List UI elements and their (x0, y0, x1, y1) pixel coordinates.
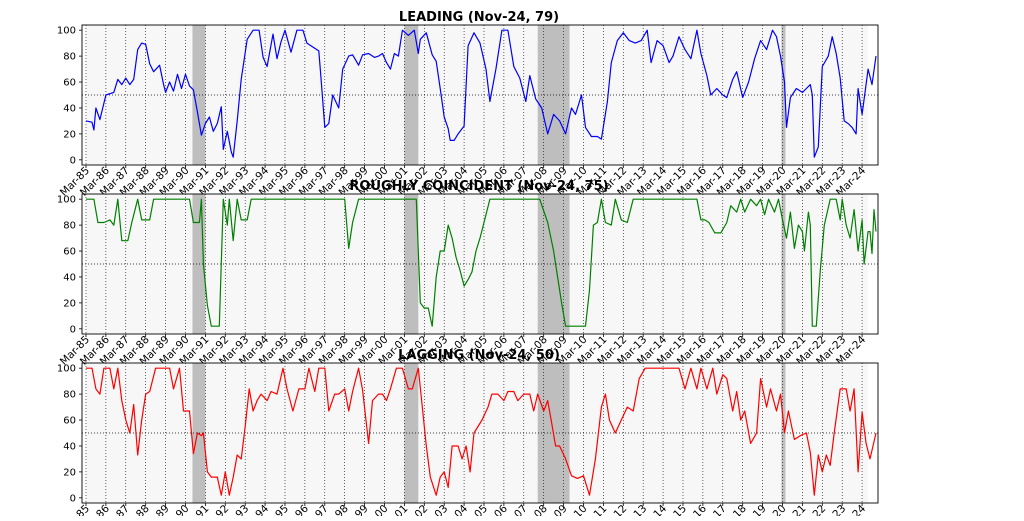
leading-ytick-label-3: 60 (63, 78, 76, 89)
leading-recession-0 (192, 25, 206, 165)
leading-recession-3 (781, 25, 786, 165)
coincident-ytick-label-3: 60 (63, 247, 76, 258)
coincident-panel: ROUGHLY COINCIDENT (Nov-24, 75) Mar-85Ma… (57, 179, 879, 368)
leading-ytick-label-0: 0 (70, 155, 76, 166)
coincident-ytick-label-5: 100 (57, 195, 76, 206)
coincident-ytick-label-4: 80 (63, 221, 76, 232)
lagging-ytick-label-4: 80 (63, 390, 76, 401)
leading-data-band (85, 25, 869, 165)
lagging-recession-0 (192, 363, 206, 503)
lagging-plot-frame (81, 362, 879, 504)
leading-ytick-label-5: 100 (57, 26, 76, 37)
lagging-ytick-label-0: 0 (70, 493, 76, 504)
coincident-ytick-label-0: 0 (70, 324, 76, 335)
lagging-series-line (86, 367, 877, 496)
coincident-plot-frame (81, 193, 879, 335)
coincident-data-band (85, 194, 869, 334)
lagging-panel: LAGGING (Nov-24, 50) Mar-85Mar-86Mar-87M… (57, 348, 879, 521)
lagging-recession-1 (404, 363, 419, 503)
coincident-recession-3 (781, 194, 786, 334)
leading-plot-frame (81, 24, 879, 166)
lagging-ytick-label-5: 100 (57, 364, 76, 375)
lagging-title: LAGGING (Nov-24, 50) (398, 348, 560, 363)
coincident-ytick-label-2: 40 (63, 272, 76, 283)
lagging-ytick-label-3: 60 (63, 416, 76, 427)
coincident-ytick-label-1: 20 (63, 298, 76, 309)
leading-ytick-label-2: 40 (63, 103, 76, 114)
lagging-ytick-label-1: 20 (63, 467, 76, 478)
lagging-ytick-label-2: 40 (63, 441, 76, 452)
lagging-xtick-label-0: Mar-85 (58, 503, 92, 516)
leading-panel: LEADING (Nov-24, 79) Mar-85Mar-86Mar-87M… (57, 10, 879, 199)
leading-series-line (85, 29, 877, 158)
leading-title: LEADING (Nov-24, 79) (399, 10, 559, 25)
leading-recession-1 (404, 25, 419, 165)
leading-ytick-label-1: 20 (63, 129, 76, 140)
lagging-data-band (85, 363, 869, 503)
lagging-recession-3 (781, 363, 786, 503)
leading-ytick-label-4: 80 (63, 52, 76, 63)
coincident-series-line (86, 198, 877, 327)
coincident-title: ROUGHLY COINCIDENT (Nov-24, 75) (349, 179, 608, 194)
coincident-recession-1 (404, 194, 419, 334)
